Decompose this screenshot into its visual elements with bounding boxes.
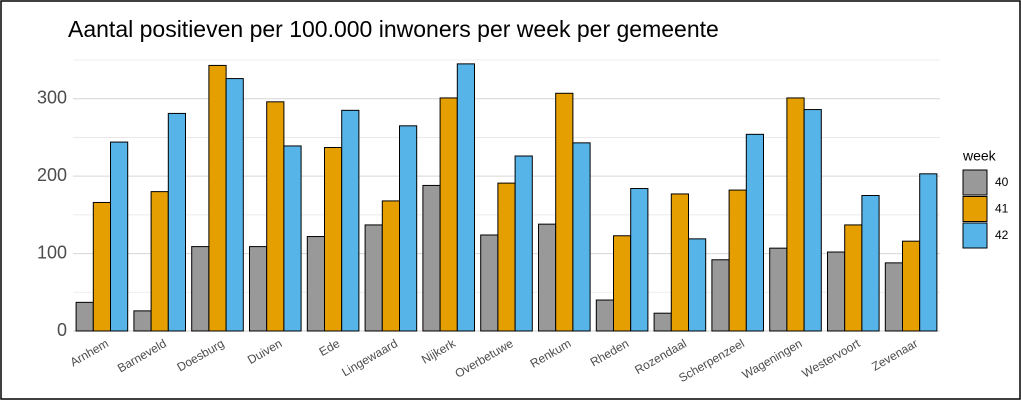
legend-label: 41 bbox=[995, 202, 1009, 216]
bar bbox=[827, 251, 846, 332]
bar bbox=[92, 201, 112, 332]
bar bbox=[456, 63, 475, 332]
bar bbox=[769, 247, 788, 332]
bar bbox=[630, 188, 649, 332]
bar bbox=[861, 195, 880, 332]
bar bbox=[324, 146, 343, 332]
bar bbox=[191, 246, 210, 332]
bar bbox=[283, 145, 302, 332]
bar bbox=[439, 97, 458, 332]
bar bbox=[613, 235, 632, 332]
y-tick-label: 200 bbox=[37, 165, 67, 185]
bar bbox=[364, 224, 383, 332]
bar bbox=[902, 240, 921, 332]
bar bbox=[803, 109, 822, 332]
bar bbox=[555, 92, 574, 332]
legend-label: 42 bbox=[995, 228, 1009, 242]
chart-title: Aantal positieven per 100.000 inwoners p… bbox=[68, 16, 719, 42]
y-tick-label: 0 bbox=[57, 320, 67, 340]
bar bbox=[167, 112, 187, 332]
legend-key bbox=[962, 222, 988, 249]
bar bbox=[480, 234, 499, 332]
bar bbox=[595, 299, 614, 332]
bar bbox=[422, 184, 441, 332]
legend-title: week bbox=[962, 148, 997, 164]
bar bbox=[670, 193, 689, 332]
bar bbox=[688, 238, 707, 332]
bar bbox=[249, 246, 268, 332]
bar bbox=[208, 64, 227, 332]
bar bbox=[381, 200, 400, 332]
bar bbox=[653, 312, 672, 332]
bar bbox=[514, 155, 533, 332]
y-tick-label: 100 bbox=[37, 242, 67, 262]
bar bbox=[538, 223, 557, 332]
bar bbox=[225, 78, 244, 332]
bar bbox=[110, 141, 129, 332]
bar bbox=[572, 142, 591, 332]
bar bbox=[150, 191, 169, 332]
legend-key bbox=[962, 169, 988, 196]
legend-key bbox=[962, 196, 988, 222]
bar bbox=[497, 182, 516, 332]
bar bbox=[728, 189, 747, 332]
y-tick-label: 300 bbox=[37, 87, 67, 107]
bar bbox=[711, 259, 730, 332]
legend-label: 40 bbox=[995, 175, 1009, 189]
bar bbox=[884, 262, 903, 332]
bar bbox=[844, 224, 863, 332]
bar bbox=[133, 310, 152, 332]
bar bbox=[341, 109, 360, 332]
bar bbox=[306, 236, 325, 332]
bar bbox=[786, 97, 805, 332]
bar bbox=[75, 301, 94, 332]
bar bbox=[399, 125, 418, 332]
bar bbox=[919, 173, 938, 332]
bar bbox=[745, 133, 764, 332]
bar bbox=[266, 101, 285, 332]
